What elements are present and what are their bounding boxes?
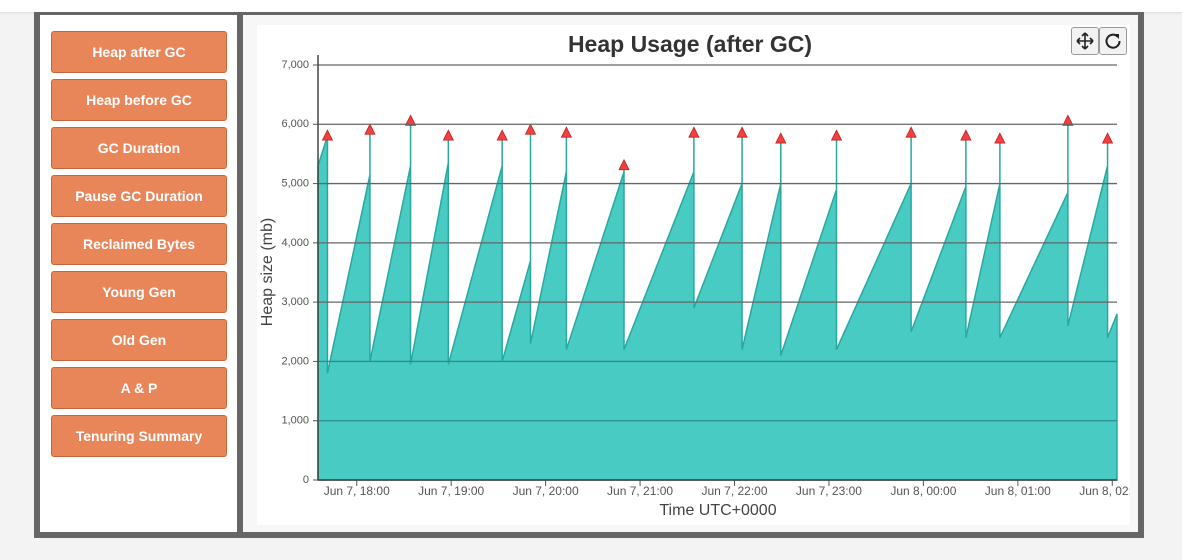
chart-container: Jun 7, 18:00 Jun 7, 19:00 Jun 7, 20:00 Jun … — [243, 15, 1138, 532]
y-tick-label: 6,000 — [281, 118, 309, 130]
nav-button[interactable]: Tenuring Summary — [51, 415, 227, 457]
nav-button[interactable]: Heap before GC — [51, 79, 227, 121]
peak-marker — [905, 126, 917, 138]
y-axis-label: Heap size (mb) — [259, 218, 276, 326]
y-tick-label: 3,000 — [281, 296, 309, 308]
x-tick-label: Jun 7, 22:00 — [701, 484, 767, 498]
plot: Jun 7, 18:00 Jun 7, 19:00 Jun 7, 20:00 Jun … — [317, 55, 1138, 498]
peak-marker — [994, 132, 1006, 144]
x-tick-label: Jun 7, 21:00 — [607, 484, 673, 498]
panel: Heap after GC Heap before GC GC Duration Pa… — [34, 12, 1144, 538]
peak-marker — [1101, 132, 1114, 144]
nav-button[interactable]: Reclaimed Bytes — [51, 223, 227, 265]
x-tick-label: Jun 7, 23:00 — [796, 484, 862, 498]
chart-title: Heap Usage (after GC) — [568, 31, 812, 57]
x-tick-label: Jun 7, 20:00 — [513, 484, 579, 498]
peak-marker — [830, 129, 843, 141]
nav-button[interactable]: A & P — [51, 367, 227, 409]
nav-button[interactable]: Young Gen — [51, 271, 227, 313]
x-tick-label: Jun 8, 01:00 — [985, 484, 1051, 498]
x-tick-label: Jun 8, 02:00 — [1079, 484, 1138, 498]
x-tick-label: Jun 7, 19:00 — [418, 484, 484, 498]
top-bar — [0, 0, 1182, 12]
y-tick-label: 2,000 — [281, 355, 309, 367]
pan-tool[interactable] — [1071, 27, 1099, 55]
peak-marker — [618, 158, 630, 171]
y-tick-label: 4,000 — [281, 237, 309, 249]
y-tick-label: 7,000 — [281, 59, 309, 71]
y-tick-label: 0 — [303, 474, 309, 486]
nav-button[interactable]: Pause GC Duration — [51, 175, 227, 217]
peak-marker — [364, 123, 376, 135]
peak-marker — [524, 123, 537, 135]
nav-button[interactable]: Heap after GC — [51, 31, 227, 73]
peak-marker — [688, 126, 700, 138]
peak-marker — [560, 126, 573, 138]
peak-marker — [321, 129, 334, 141]
chart: Jun 7, 18:00 Jun 7, 19:00 Jun 7, 20:00 Jun … — [257, 25, 1138, 525]
x-tick-label: Jun 8, 00:00 — [890, 484, 956, 498]
peak-marker — [496, 129, 508, 141]
y-tick-label: 1,000 — [281, 415, 309, 427]
nav-button[interactable]: GC Duration — [51, 127, 227, 169]
nav-button[interactable]: Old Gen — [51, 319, 227, 361]
peak-marker — [960, 129, 972, 141]
x-tick-label: Jun 7, 18:00 — [324, 484, 390, 498]
reset-tool[interactable] — [1099, 27, 1127, 55]
peak-marker — [404, 114, 417, 126]
peak-marker — [442, 129, 454, 141]
reset-icon — [1105, 33, 1121, 49]
sidebar: Heap after GC Heap before GC GC Duration Pa… — [40, 15, 243, 532]
area — [317, 121, 1118, 481]
y-tick-label: 5,000 — [281, 177, 309, 189]
peak-marker — [775, 132, 787, 144]
peak-marker — [736, 126, 748, 138]
pan-icon — [1076, 32, 1094, 50]
peak-marker — [1062, 114, 1074, 126]
x-axis-label: Time UTC+0000 — [659, 502, 776, 519]
